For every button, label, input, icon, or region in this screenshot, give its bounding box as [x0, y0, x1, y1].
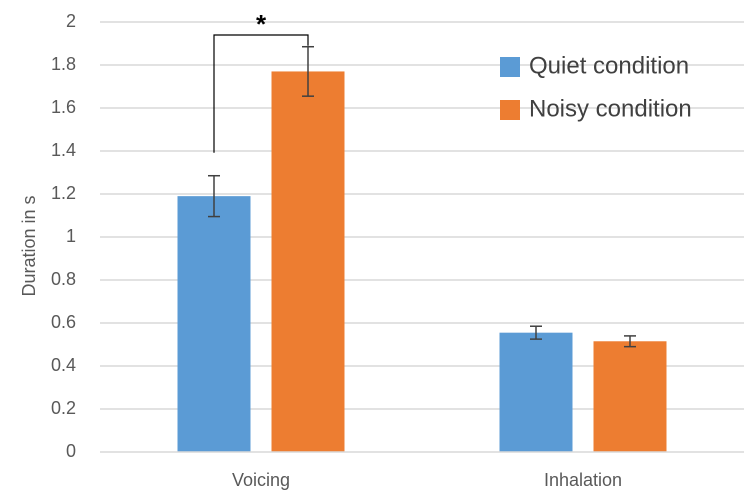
- x-axis-ticks: Voicing Inhalation: [232, 470, 622, 490]
- y-tick-label: 1: [66, 226, 76, 246]
- y-tick-label: 0.4: [51, 355, 76, 375]
- y-axis-ticks: 0 0.2 0.4 0.6 0.8 1 1.2 1.4 1.6 1.8 2: [51, 11, 76, 461]
- error-bars: [208, 45, 636, 348]
- y-tick-label: 1.2: [51, 183, 76, 203]
- bar: [177, 196, 251, 452]
- bar: [499, 332, 573, 452]
- y-tick-label: 1.6: [51, 97, 76, 117]
- legend-label: Noisy condition: [529, 95, 692, 122]
- x-tick-label: Voicing: [232, 470, 290, 490]
- y-tick-label: 2: [66, 11, 76, 31]
- legend-swatch: [500, 57, 520, 77]
- y-tick-label: 1.4: [51, 140, 76, 160]
- y-tick-label: 0.2: [51, 398, 76, 418]
- significance-annotation: *: [213, 9, 309, 153]
- bars: [177, 71, 667, 452]
- y-tick-label: 0: [66, 441, 76, 461]
- y-axis-label: Duration in s: [19, 195, 39, 296]
- legend: Quiet condition Noisy condition: [500, 52, 692, 122]
- legend-label: Quiet condition: [529, 52, 689, 79]
- bar: [271, 71, 345, 452]
- y-tick-label: 0.8: [51, 269, 76, 289]
- significance-bracket: [213, 34, 309, 153]
- y-tick-label: 1.8: [51, 54, 76, 74]
- legend-swatch: [500, 100, 520, 120]
- significance-star: *: [256, 9, 267, 39]
- y-tick-label: 0.6: [51, 312, 76, 332]
- x-tick-label: Inhalation: [544, 470, 622, 490]
- bar: [593, 341, 667, 452]
